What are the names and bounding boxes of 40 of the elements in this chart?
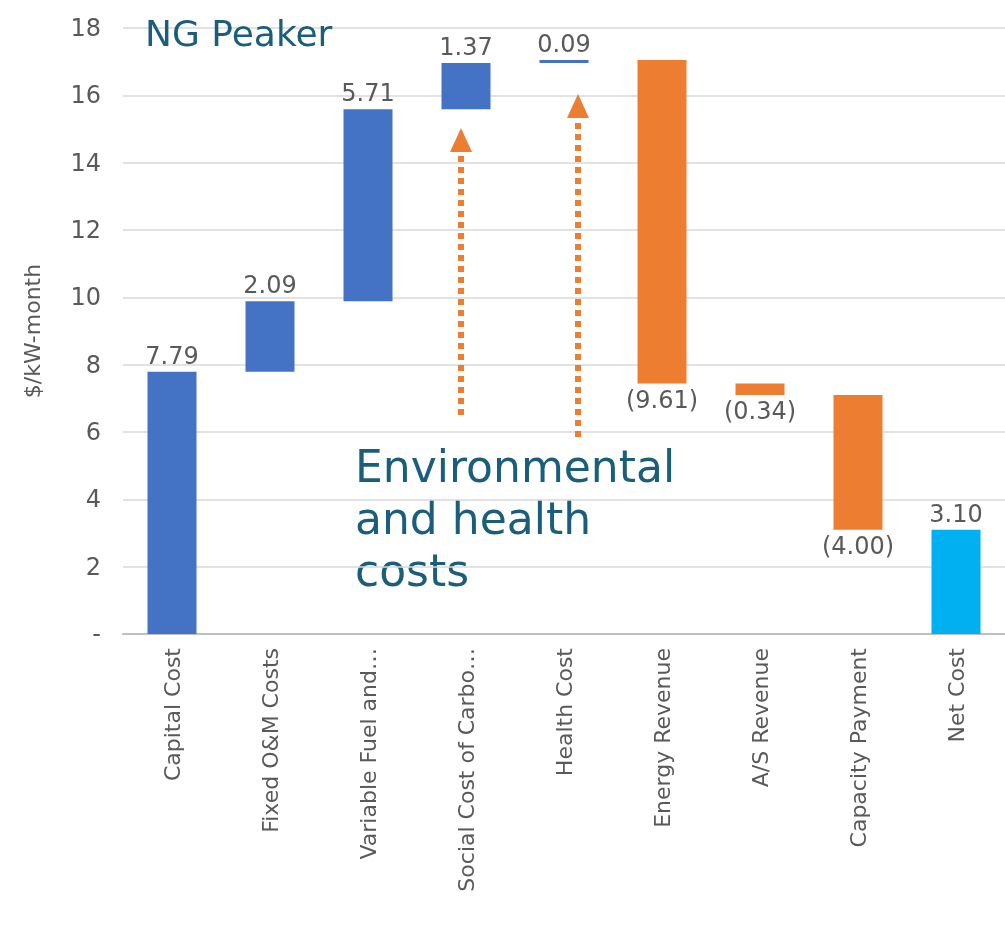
x-tick-label: Health Cost (551, 647, 577, 777)
data-label: 0.09 (537, 29, 591, 58)
y-tick-label: 6 (85, 418, 101, 446)
y-tick-label: 14 (70, 148, 101, 177)
x-tick-label: Capacity Payment (845, 647, 871, 848)
y-tick-label: 2 (85, 552, 101, 581)
data-label: 5.71 (341, 79, 395, 108)
y-tick-label: 18 (70, 14, 101, 42)
bar (441, 63, 491, 110)
x-tick-label: Social Cost of Carbo… (453, 648, 479, 892)
bar (539, 59, 589, 64)
bar (735, 383, 785, 395)
data-label: 7.79 (145, 341, 199, 370)
data-label: (4.00) (821, 531, 895, 560)
data-label: 3.10 (929, 499, 983, 528)
data-label: 2.09 (243, 271, 297, 300)
y-tick-label: - (92, 620, 101, 648)
y-tick-label: 8 (85, 350, 101, 379)
annotation: Environmental and health costs (355, 440, 690, 596)
data-label: (9.61) (625, 385, 699, 414)
y-tick-label: 4 (85, 485, 101, 514)
x-tick-label: Variable Fuel and… (355, 648, 381, 860)
y-axis-title: $/kW-month (19, 263, 45, 399)
y-tick-label: 12 (70, 216, 101, 244)
data-label: (0.34) (723, 396, 797, 425)
x-tick-label: Energy Revenue (649, 648, 675, 828)
x-tick-label: Net Cost (943, 647, 969, 743)
bar (833, 394, 883, 530)
bar (147, 371, 197, 634)
bar (637, 59, 687, 384)
bar (343, 109, 393, 302)
bar (245, 301, 295, 372)
y-tick-label: 10 (70, 283, 101, 312)
data-label: 1.37 (439, 33, 493, 62)
x-tick-label: Fixed O&M Costs (257, 648, 283, 833)
x-tick-label: A/S Revenue (747, 648, 773, 788)
x-tick-label: Capital Cost (159, 647, 185, 782)
y-tick-label: 16 (70, 81, 101, 110)
bar (931, 529, 981, 634)
chart-title: NG Peaker (145, 12, 333, 54)
